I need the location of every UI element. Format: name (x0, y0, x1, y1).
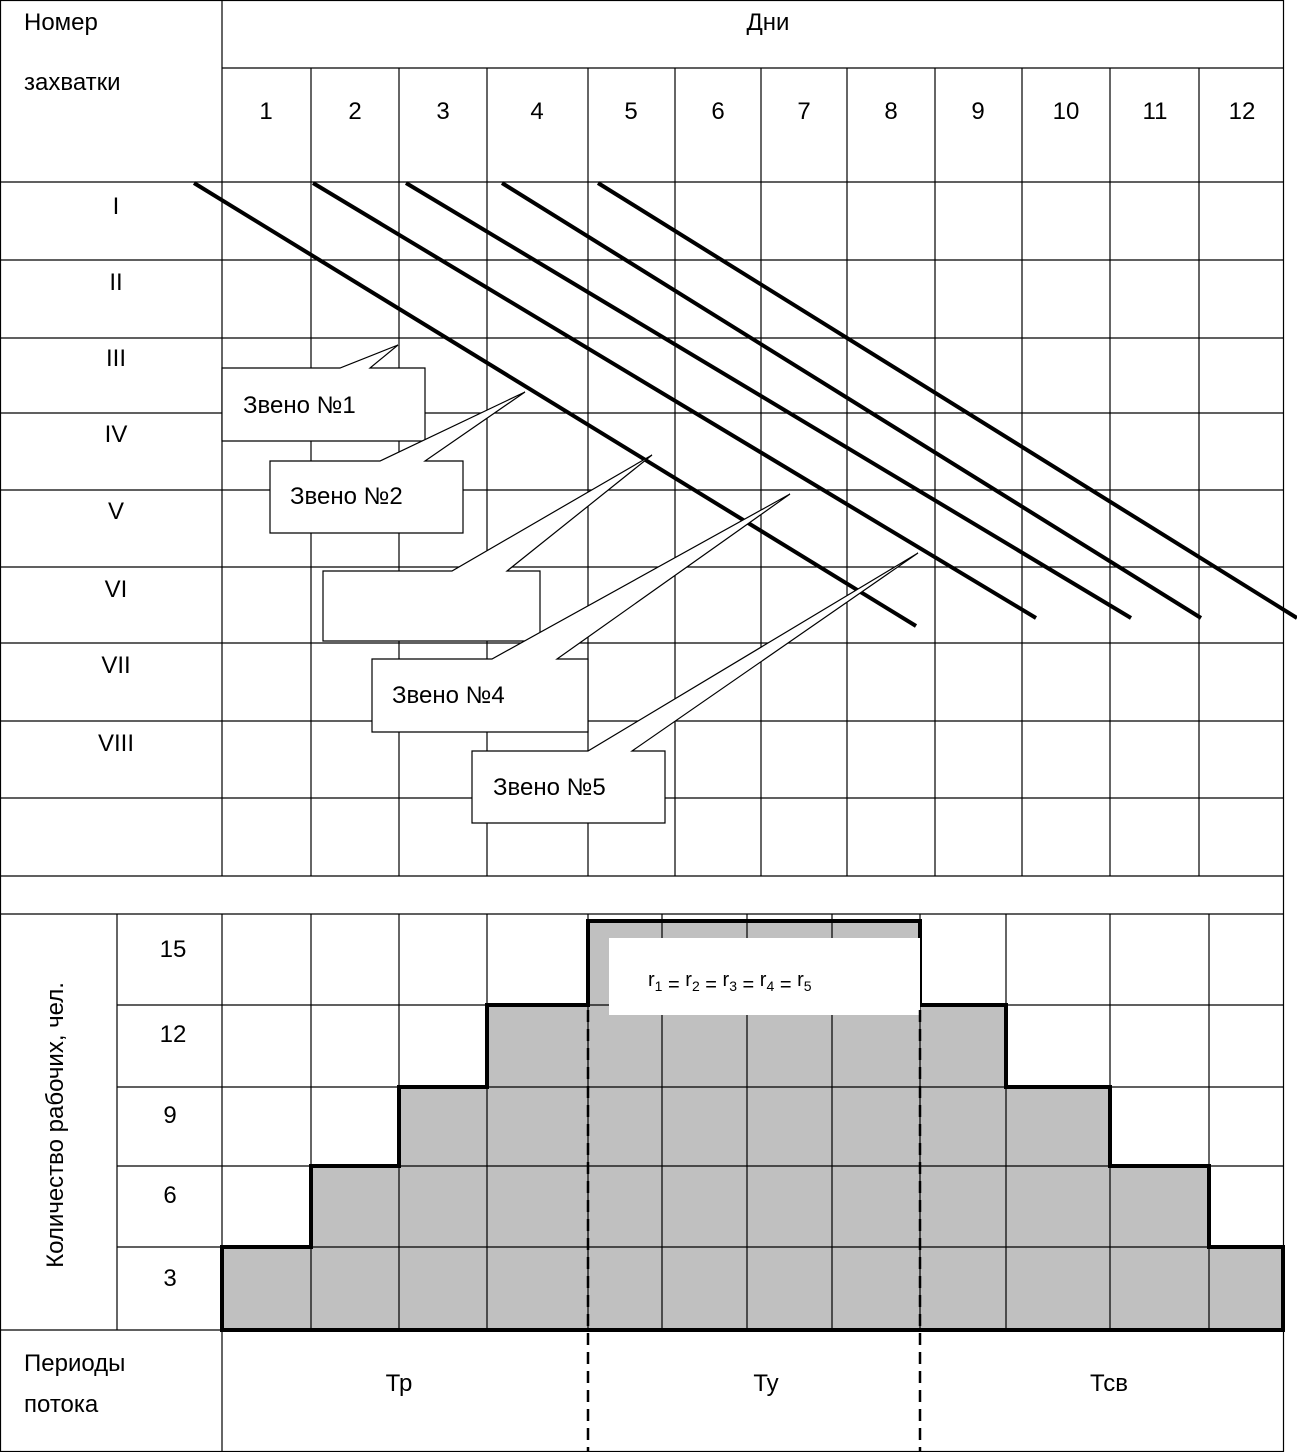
crew-line-3 (404, 181, 1133, 620)
period-dividers (586, 1010, 922, 1452)
period-tr: Тр (386, 1370, 413, 1397)
formula-subscript: 4 (766, 978, 774, 994)
callout-zveno-2: Звено №2 (269, 391, 526, 534)
formula-equals: = (662, 974, 685, 996)
crew-line-2 (311, 181, 1038, 620)
zone-label: I (113, 193, 120, 220)
periods-label-line2: потока (24, 1391, 99, 1418)
zone-label: II (109, 269, 122, 296)
histogram-bar (1006, 1087, 1110, 1330)
formula-var: r (760, 969, 767, 991)
formula-equals: = (700, 974, 723, 996)
day-number: 4 (530, 98, 543, 125)
crew-line-4 (500, 181, 1203, 620)
formula-box (609, 938, 920, 1015)
histogram-bar (1209, 1247, 1283, 1330)
zone-label: V (108, 498, 124, 525)
formula-text: r1 = r2 = r3 = r4 = r5 (648, 969, 812, 996)
formula-equals: = (737, 974, 760, 996)
day-number: 11 (1143, 98, 1168, 125)
day-number: 6 (711, 98, 724, 125)
formula-equals: = (774, 974, 797, 996)
zone-label: VIII (98, 730, 134, 757)
callout-zveno-1: Звено №1 (221, 344, 426, 442)
formula-var: r (723, 969, 730, 991)
zone-label: IV (105, 421, 128, 448)
period-tsv: Тсв (1090, 1370, 1128, 1397)
formula-subscript: 5 (804, 978, 812, 994)
level-label: 6 (163, 1182, 176, 1209)
zone-label: III (106, 345, 126, 372)
formula-subscript: 3 (729, 978, 737, 994)
day-number: 12 (1229, 98, 1256, 125)
callout-zveno-3 (322, 454, 653, 642)
histogram-bar (920, 1005, 1006, 1330)
histogram-bar (399, 1087, 487, 1330)
day-number: 1 (259, 98, 272, 125)
period-tu: Ту (753, 1370, 778, 1397)
crew-lines (192, 181, 1297, 628)
histogram-outline (220, 919, 1285, 1332)
row-label-line2: захватки (24, 69, 121, 96)
day-number: 5 (624, 98, 637, 125)
level-label: 15 (160, 936, 187, 963)
day-number: 3 (436, 98, 449, 125)
histogram-bar (311, 1166, 399, 1330)
row-label-line1: Номер (24, 9, 98, 36)
level-label: 12 (160, 1021, 187, 1048)
periods-label-line1: Периоды (24, 1350, 125, 1377)
callout-label: Звено №4 (392, 682, 505, 709)
worker-levels: 15 12 9 6 3 (160, 936, 187, 1292)
callout-label: Звено №2 (290, 483, 403, 510)
histogram-bar (487, 1005, 588, 1330)
zone-labels: I II III IV V VI VII VIII (98, 193, 134, 757)
histogram-outline-path (220, 919, 1285, 1332)
formula-var: r (648, 969, 655, 991)
zone-label: VI (105, 576, 128, 603)
formula-subscript: 1 (655, 978, 663, 994)
histogram-bar (1110, 1166, 1209, 1330)
level-label: 9 (163, 1102, 176, 1129)
days-title: Дни (747, 9, 790, 36)
day-number: 9 (971, 98, 984, 125)
day-number: 8 (884, 98, 897, 125)
formula-subscript: 2 (692, 978, 700, 994)
callout-label: Звено №1 (243, 392, 356, 419)
crew-line-5 (596, 181, 1297, 620)
callout-zveno-5: Звено №5 (471, 552, 919, 824)
callout-label: Звено №5 (493, 774, 606, 801)
workers-axis-label: Количество рабочих, чел. (42, 982, 69, 1268)
zone-label: VII (101, 652, 130, 679)
crew-line-1 (192, 181, 918, 628)
level-label: 3 (163, 1265, 176, 1292)
day-numbers: 1 2 3 4 5 6 7 8 9 10 11 12 (259, 98, 1255, 125)
day-number: 2 (348, 98, 361, 125)
formula-var: r (797, 969, 804, 991)
histogram-bar (222, 1247, 311, 1330)
day-number: 7 (797, 98, 810, 125)
day-number: 10 (1053, 98, 1080, 125)
callout-zveno-4: Звено №4 (371, 493, 791, 733)
formula-var: r (685, 969, 692, 991)
